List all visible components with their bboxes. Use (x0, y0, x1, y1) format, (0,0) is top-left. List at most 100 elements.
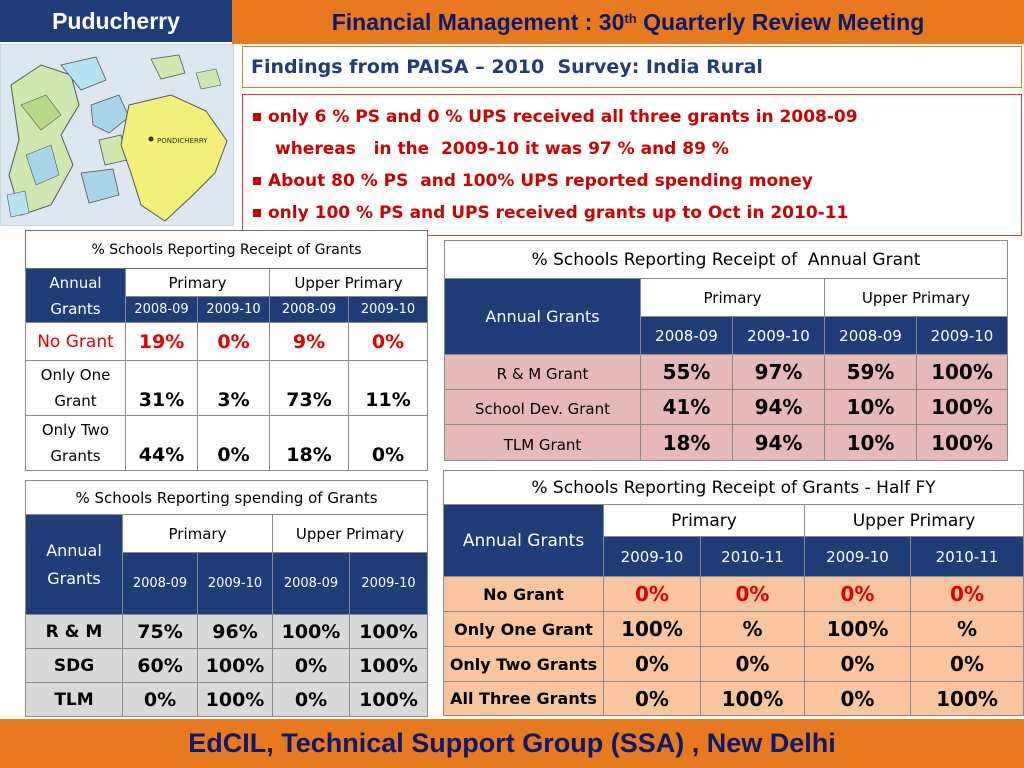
table-caption: % Schools Reporting spending of Grants (24, 480, 429, 515)
pondicherry-map: PONDICHERRY (0, 44, 234, 226)
cell-value: 100% (603, 611, 701, 647)
cell-value: 0% (272, 682, 350, 717)
cell-value: 0% (603, 576, 701, 612)
group-header-upper-primary: Upper Primary (824, 278, 1008, 317)
cell-value: 55% (640, 354, 733, 390)
group-header-primary: Primary (125, 268, 270, 297)
table-row: School Dev. Grant 41% 94% 10% 100% (444, 389, 1008, 425)
region-tag: Puducherry (0, 0, 232, 44)
cell-value: 100% (272, 614, 350, 649)
cell-value: % (700, 611, 805, 647)
table-row: No Grant 0% 0% 0% 0% (443, 576, 1024, 612)
bullet-1-continuation: whereas in the 2009-10 it was 97 % and 8… (275, 139, 729, 159)
receipt-of-grants-table: % Schools Reporting Receipt of Grants An… (25, 230, 428, 471)
row-label: R & M Grant (444, 354, 641, 390)
table-row: Only Two Grants 0% 0% 0% 0% (443, 646, 1024, 682)
table-row: SDG 60% 100% 0% 100% (25, 648, 429, 683)
table-row: No Grant 19% 0% 9% 0% (25, 322, 428, 361)
header-line-1: Annual (46, 540, 102, 560)
row-label: SDG (25, 648, 123, 683)
column-header-annual-grants: Annual Grants (444, 278, 641, 355)
table-row: R & M Grant 55% 97% 59% 100% (444, 354, 1008, 390)
year-header: 2008-09 (824, 316, 917, 355)
cell-value: % (909, 611, 1024, 647)
year-header: 2008-09 (125, 296, 198, 323)
title-main: Financial Management : 30 (331, 8, 625, 35)
findings-heading: Findings from PAISA – 2010 Survey: India… (242, 46, 1022, 88)
row-label-line-1: Only One (40, 366, 111, 384)
group-header-primary: Primary (603, 504, 805, 537)
table-row: Only Two Grants 44% 0% 18% 0% (25, 415, 428, 471)
spending-of-grants-table: % Schools Reporting spending of Grants A… (24, 480, 429, 717)
cell-value: 9% (269, 322, 349, 361)
cell-value: 0% (700, 576, 805, 612)
table-row: Only One Grant 31% 3% 73% 11% (25, 360, 428, 416)
cell-value: 96% (197, 614, 273, 649)
bullet-square-icon (253, 209, 261, 217)
cell-value: 100% (348, 648, 429, 683)
footer-banner: EdCIL, Technical Support Group (SSA) , N… (0, 719, 1024, 768)
row-label: No Grant (25, 322, 126, 361)
cell-value: 100% (348, 682, 429, 717)
table-row: TLM 0% 100% 0% 100% (25, 682, 429, 717)
cell-value: 100% (909, 681, 1024, 716)
cell-value: 100% (916, 424, 1008, 461)
bullet-3: only 100 % PS and UPS received grants up… (253, 197, 1011, 229)
group-header-primary: Primary (640, 278, 825, 317)
cell-value: 44% (125, 415, 198, 471)
cell-value: 0% (197, 415, 270, 471)
row-label: All Three Grants (443, 681, 604, 716)
cell-value: 0% (272, 648, 350, 683)
group-header-upper-primary: Upper Primary (803, 504, 1024, 537)
cell-value: 100% (916, 354, 1008, 390)
year-header: 2009-10 (603, 536, 701, 577)
cell-value: 11% (348, 360, 428, 416)
cell-value: 10% (824, 389, 917, 425)
row-label: Only Two Grants (25, 415, 126, 471)
bullet-list: only 6 % PS and 0 % UPS received all thr… (242, 94, 1022, 236)
cell-value: 10% (824, 424, 917, 461)
header-line-2: Grants (47, 568, 101, 588)
map-illustration: PONDICHERRY (1, 45, 233, 225)
bullet-1-text: only 6 % PS and 0 % UPS received all thr… (268, 107, 858, 127)
year-header: 2010-11 (909, 536, 1024, 577)
cell-value: 73% (269, 360, 349, 416)
bullet-2: About 80 % PS and 100% UPS reported spen… (253, 165, 1011, 197)
cell-value: 100% (804, 611, 911, 647)
map-label: PONDICHERRY (157, 137, 208, 145)
cell-value: 0% (122, 682, 198, 717)
bullet-square-icon (253, 177, 261, 185)
year-header: 2009-10 (197, 552, 273, 615)
cell-value: 97% (732, 354, 825, 390)
title-superscript: th (624, 10, 637, 26)
column-header-annual-grants: Annual Grants (443, 504, 604, 577)
cell-value: 60% (122, 648, 198, 683)
cell-value: 100% (348, 614, 429, 649)
year-header: 2009-10 (348, 296, 428, 323)
cell-value: 0% (909, 576, 1024, 612)
header-line-1: Annual (49, 273, 102, 292)
row-label: Only One Grant (443, 611, 604, 647)
year-header: 2009-10 (197, 296, 270, 323)
cell-value: 94% (732, 389, 825, 425)
row-label: TLM (25, 682, 123, 717)
cell-value: 0% (197, 322, 270, 361)
cell-value: 18% (269, 415, 349, 471)
row-label: R & M (25, 614, 123, 649)
group-header-primary: Primary (122, 514, 273, 553)
cell-value: 100% (197, 648, 273, 683)
title-rest: Quarterly Review Meeting (636, 8, 925, 35)
year-header: 2008-09 (640, 316, 733, 355)
cell-value: 100% (197, 682, 273, 717)
year-header: 2010-11 (700, 536, 805, 577)
region-label: Puducherry (52, 7, 180, 34)
year-header: 2009-10 (732, 316, 825, 355)
cell-value: 0% (348, 415, 428, 471)
row-label: Only Two Grants (443, 646, 604, 682)
table-row: R & M 75% 96% 100% 100% (25, 614, 429, 649)
findings-text: Findings from PAISA – 2010 Survey: India… (251, 56, 763, 78)
bullet-square-icon (253, 113, 261, 121)
column-header-annual-grants: Annual Grants (25, 268, 126, 323)
row-label-line-2: Grant (54, 392, 97, 410)
